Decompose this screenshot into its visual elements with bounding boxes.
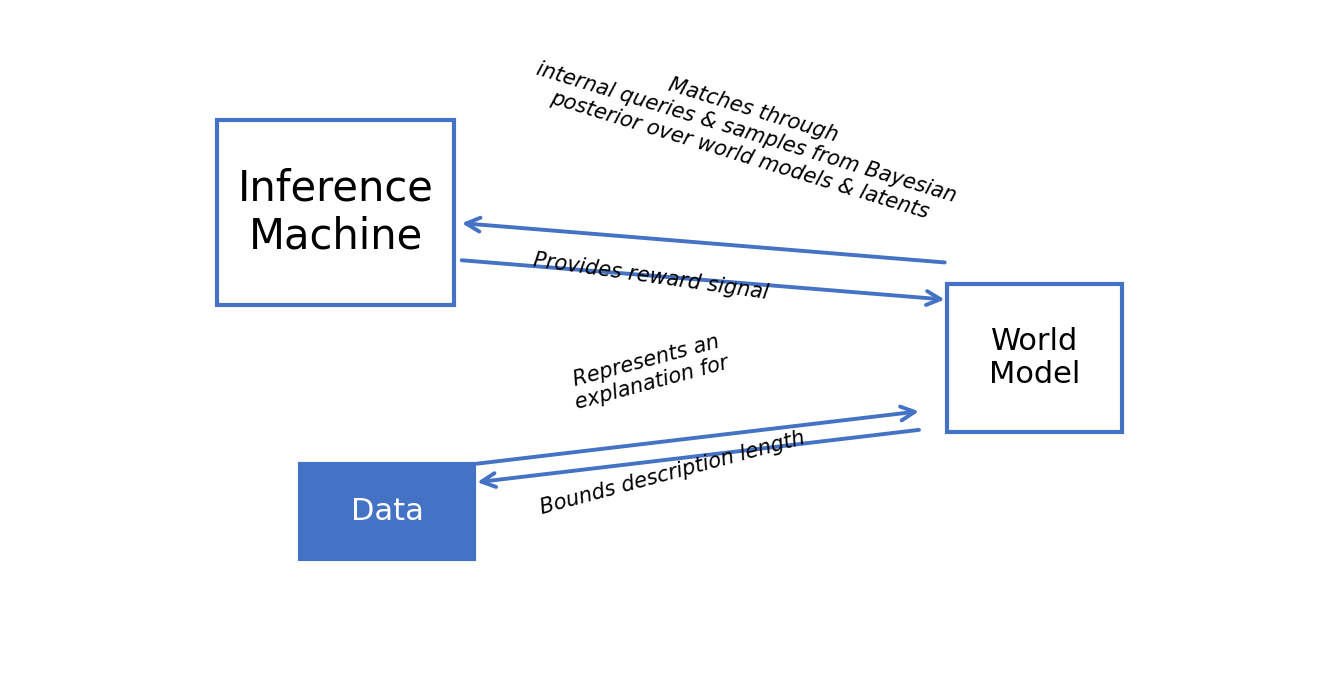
- Text: World
Model: World Model: [989, 327, 1080, 389]
- Text: Inference
Machine: Inference Machine: [238, 167, 434, 257]
- FancyBboxPatch shape: [947, 284, 1123, 432]
- Text: Provides reward signal: Provides reward signal: [532, 250, 770, 303]
- Text: Matches through
internal queries & samples from Bayesian
posterior over world mo: Matches through internal queries & sampl…: [527, 37, 966, 228]
- FancyBboxPatch shape: [218, 120, 454, 305]
- FancyBboxPatch shape: [300, 464, 475, 559]
- Text: Represents an
explanation for: Represents an explanation for: [567, 330, 731, 413]
- Text: Bounds description length: Bounds description length: [537, 428, 807, 518]
- Text: Data: Data: [350, 497, 423, 526]
